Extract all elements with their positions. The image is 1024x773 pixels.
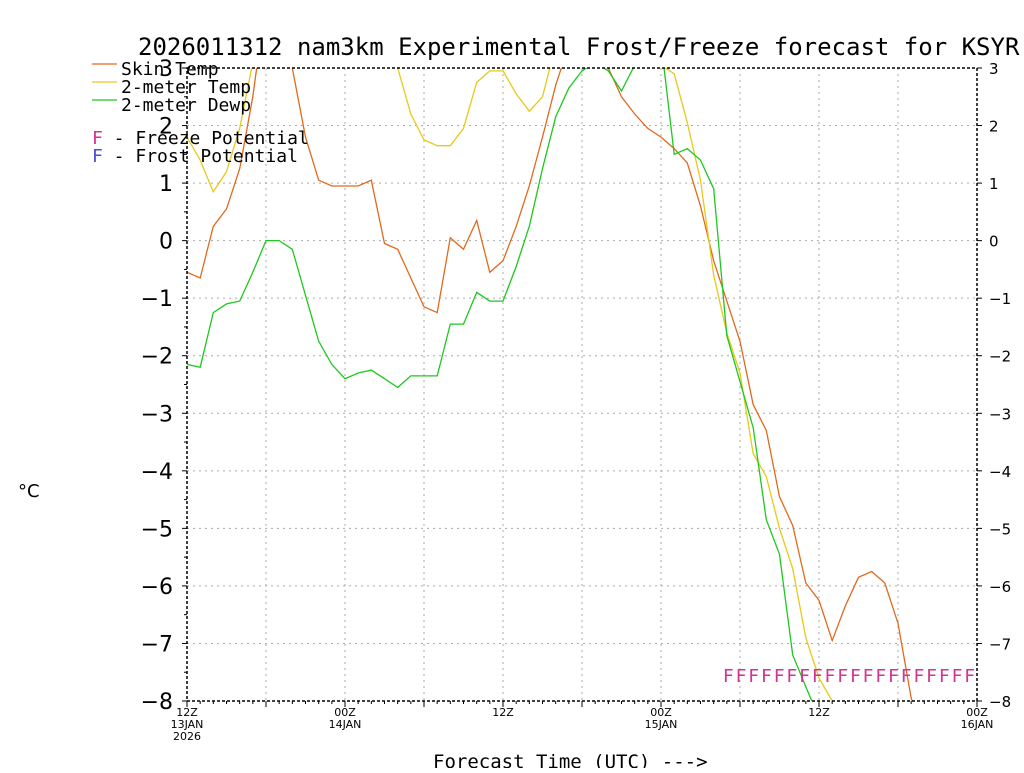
y-axis-right: 3 2 1 0 −1 −2 −3 −4 −5 −6 −7 −8 — [977, 60, 1011, 711]
legend-label-2-meter-temp: 2-meter Temp — [121, 77, 251, 98]
freeze-potential-marker: F — [952, 666, 963, 687]
y-tick-label-right: 1 — [989, 175, 999, 193]
freeze-potential-marker: F — [875, 666, 886, 687]
freeze-potential-marker: F — [799, 666, 810, 687]
x-axis-label: Forecast Time (UTC) ---> — [433, 751, 708, 768]
y-tick-label: −5 — [141, 517, 173, 542]
freeze-potential-marker: F — [786, 666, 797, 687]
y-tick-label: −8 — [141, 690, 173, 715]
x-tick-label: 16JAN — [961, 718, 994, 731]
y-tick-label-right: −8 — [989, 693, 1011, 711]
y-tick-label-right: −7 — [989, 635, 1011, 653]
y-tick-label-right: −3 — [989, 405, 1011, 423]
y-tick-label: −4 — [141, 460, 173, 485]
plot-frame — [186, 67, 978, 702]
x-tick-label: 12Z — [176, 706, 198, 719]
x-tick-label: 2026 — [173, 730, 201, 743]
series-layer — [187, 68, 913, 701]
y-tick-label: 3 — [159, 57, 173, 82]
chart-title: 2026011312 nam3km Experimental Frost/Fre… — [138, 33, 1020, 61]
x-tick-label: 00Z — [966, 706, 988, 719]
legend-label-skin-temp: Skin Temp — [121, 59, 219, 80]
y-tick-label-right: 0 — [989, 233, 999, 251]
freeze-potential-marker: F — [774, 666, 785, 687]
freeze-potential-marker: F — [913, 666, 924, 687]
freeze-potential-marker: F — [939, 666, 950, 687]
freeze-potential-marker: F — [901, 666, 912, 687]
y-axis-label: °C — [18, 481, 40, 502]
x-tick-label: 12Z — [808, 706, 830, 719]
y-tick-label-right: 2 — [989, 118, 999, 136]
y-axis-left: 3 2 1 0 −1 −2 −3 −4 −5 −6 −7 −8 — [141, 57, 187, 715]
y-tick-label: 2 — [159, 115, 173, 140]
y-tick-label: −2 — [141, 345, 173, 370]
series-line-2-meter-temp — [187, 68, 833, 701]
y-tick-label-right: −1 — [989, 290, 1011, 308]
x-tick-label: 12Z — [492, 706, 514, 719]
x-tick-label: 14JAN — [329, 718, 362, 731]
freeze-potential-marker: F — [761, 666, 772, 687]
y-tick-label-right: −5 — [989, 520, 1011, 538]
series-line-skin-temp — [187, 68, 913, 701]
y-tick-label: −6 — [141, 575, 173, 600]
y-tick-label-right: −6 — [989, 578, 1011, 596]
y-tick-label: −1 — [141, 287, 173, 312]
freeze-potential-marker: F — [736, 666, 747, 687]
grid-lines — [187, 68, 977, 701]
x-tick-label: 00Z — [334, 706, 356, 719]
legend-label-2-meter-dewp: 2-meter Dewp — [121, 95, 251, 116]
y-tick-label-right: 3 — [989, 60, 999, 78]
x-tick-label: 00Z — [650, 706, 672, 719]
freeze-potential-marker: F — [850, 666, 861, 687]
freeze-potential-marker: F — [837, 666, 848, 687]
series-line-2-meter-dewp — [187, 68, 813, 701]
freeze-potential-marker: F — [812, 666, 823, 687]
y-tick-label: −3 — [141, 402, 173, 427]
y-tick-label: 0 — [159, 230, 173, 255]
freeze-potential-marker: F — [825, 666, 836, 687]
y-tick-label-right: −4 — [989, 463, 1011, 481]
freeze-potential-marker: F — [863, 666, 874, 687]
y-tick-label-right: −2 — [989, 348, 1011, 366]
y-tick-label: 1 — [159, 172, 173, 197]
freeze-potential-marker: F — [926, 666, 937, 687]
y-tick-label: −7 — [141, 632, 173, 657]
legend-key-freeze-potential: F - Freeze Potential — [92, 128, 309, 149]
legend-key-frost-potential: F - Frost Potential — [92, 146, 298, 167]
x-tick-label: 13JAN — [171, 718, 204, 731]
freeze-potential-marker: F — [964, 666, 975, 687]
freeze-potential-marker: F — [723, 666, 734, 687]
x-tick-label: 15JAN — [645, 718, 678, 731]
freeze-potential-marker: F — [888, 666, 899, 687]
freeze-potential-marker: F — [748, 666, 759, 687]
